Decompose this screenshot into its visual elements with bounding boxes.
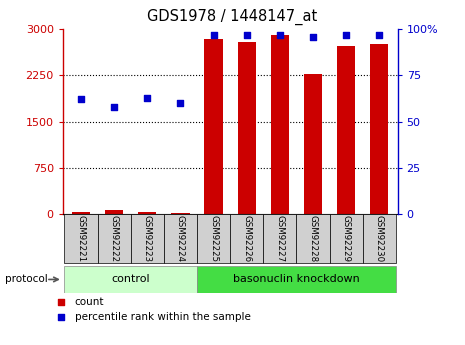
FancyBboxPatch shape <box>197 266 396 293</box>
Text: GSM92222: GSM92222 <box>110 215 119 263</box>
Bar <box>105 210 123 214</box>
Point <box>57 315 64 320</box>
Text: protocol: protocol <box>5 275 47 284</box>
FancyBboxPatch shape <box>65 266 197 293</box>
Text: GSM92226: GSM92226 <box>242 215 251 263</box>
Bar <box>171 213 190 214</box>
Point <box>309 34 317 39</box>
Bar <box>271 36 289 214</box>
Bar <box>304 73 322 214</box>
FancyBboxPatch shape <box>197 214 230 264</box>
Text: GSM92230: GSM92230 <box>375 215 384 263</box>
Text: GSM92229: GSM92229 <box>342 215 351 263</box>
FancyBboxPatch shape <box>98 214 131 264</box>
Text: GSM92224: GSM92224 <box>176 215 185 263</box>
Text: count: count <box>75 297 104 307</box>
Text: basonuclin knockdown: basonuclin knockdown <box>233 275 360 284</box>
Point <box>57 299 64 305</box>
Point <box>77 97 85 102</box>
FancyBboxPatch shape <box>330 214 363 264</box>
Point <box>376 32 383 38</box>
FancyBboxPatch shape <box>65 214 98 264</box>
Text: GSM92223: GSM92223 <box>143 215 152 263</box>
FancyBboxPatch shape <box>131 214 164 264</box>
FancyBboxPatch shape <box>297 214 330 264</box>
Text: control: control <box>112 275 150 284</box>
FancyBboxPatch shape <box>164 214 197 264</box>
Point <box>210 32 217 38</box>
Text: GSM92227: GSM92227 <box>275 215 285 263</box>
Bar <box>138 212 156 214</box>
Point <box>243 32 251 38</box>
Bar <box>370 44 388 214</box>
Point <box>343 32 350 38</box>
FancyBboxPatch shape <box>363 214 396 264</box>
Text: GDS1978 / 1448147_at: GDS1978 / 1448147_at <box>147 9 318 25</box>
Bar <box>72 212 90 214</box>
Text: GSM92228: GSM92228 <box>309 215 318 263</box>
Text: GSM92221: GSM92221 <box>77 215 86 263</box>
Text: percentile rank within the sample: percentile rank within the sample <box>75 313 251 323</box>
Point <box>276 32 284 38</box>
Bar <box>337 46 355 214</box>
Bar <box>205 39 223 214</box>
Point <box>110 104 118 110</box>
Point <box>144 95 151 100</box>
Bar <box>238 42 256 214</box>
FancyBboxPatch shape <box>263 214 297 264</box>
FancyBboxPatch shape <box>230 214 263 264</box>
Text: GSM92225: GSM92225 <box>209 215 218 263</box>
Point <box>177 100 184 106</box>
